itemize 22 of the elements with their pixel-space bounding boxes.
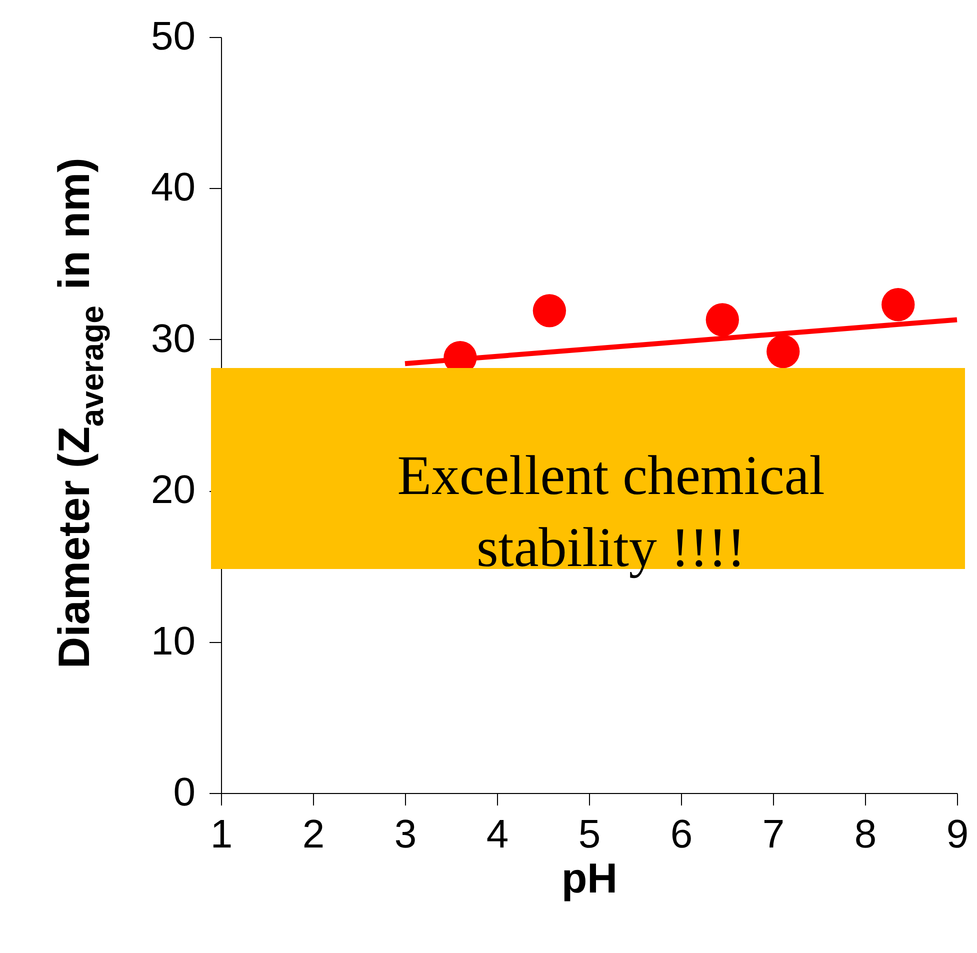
x-tick-label: 3	[394, 812, 417, 856]
x-axis-title: pH	[562, 854, 618, 902]
x-tick-label: 4	[486, 812, 509, 856]
x-tick-label: 5	[578, 812, 601, 856]
y-tick-label: 0	[173, 770, 196, 814]
x-tick-label: 6	[670, 812, 693, 856]
point	[766, 334, 800, 368]
annotation: Excellent chemical stability !!!!	[397, 445, 825, 579]
point	[882, 288, 915, 322]
y-axis-title: Diameter (Zaverage in nm)	[50, 158, 110, 669]
y-tick-label: 30	[151, 316, 196, 361]
y-tick-label: 50	[151, 14, 196, 58]
x-tick-label: 2	[302, 812, 325, 856]
y-tick-label: 20	[151, 468, 196, 512]
x-tick-label: 9	[946, 812, 969, 856]
y-tick-label: 40	[151, 166, 196, 210]
y-tick-label: 10	[151, 619, 196, 664]
x-tick-label: 8	[854, 812, 877, 856]
x-tick-label: 1	[210, 812, 233, 856]
point	[706, 303, 739, 336]
point	[532, 294, 566, 328]
x-tick-label: 7	[762, 812, 785, 856]
